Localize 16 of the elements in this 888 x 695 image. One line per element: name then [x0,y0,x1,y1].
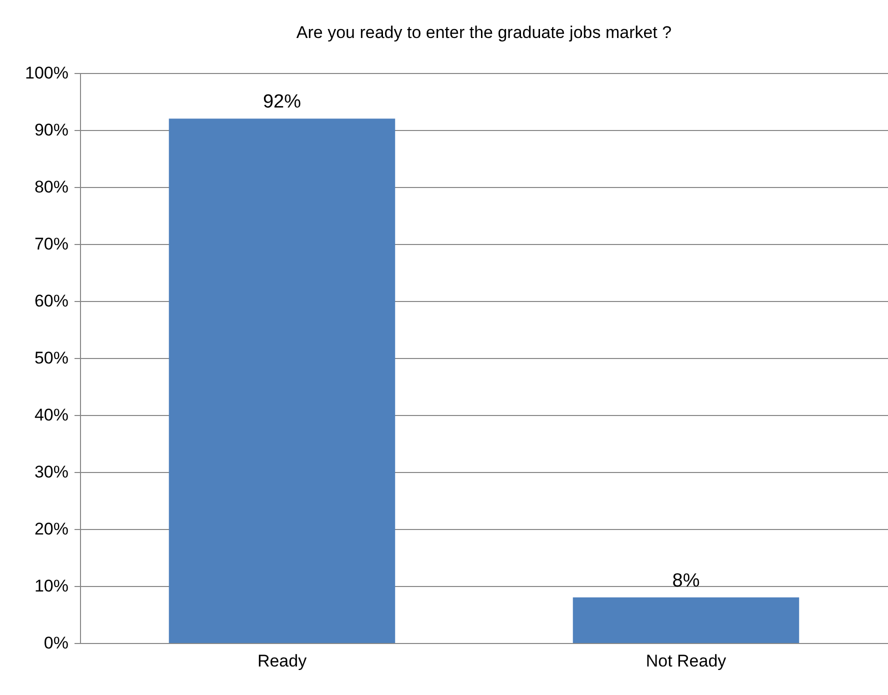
x-tick-label: Ready [257,652,308,670]
y-tick-label: 80% [34,178,68,196]
y-tick-label: 0% [44,634,68,652]
y-tick-label: 40% [34,406,68,424]
y-tick-label: 60% [34,292,68,310]
y-tick-label: 50% [34,348,68,368]
chart-title: Are you ready to enter the graduate jobs market ? [296,23,672,42]
x-tick-label: Not Ready [646,652,727,670]
y-tick-label: 30% [34,462,68,482]
y-tick-label: 100% [25,64,68,82]
y-tick-label: 70% [34,234,68,254]
data-label: 8% [672,570,700,592]
data-label: 92% [262,92,302,113]
y-tick-label: 20% [34,520,68,538]
y-tick-label: 10% [34,576,68,596]
y-tick-label: 90% [34,120,68,140]
